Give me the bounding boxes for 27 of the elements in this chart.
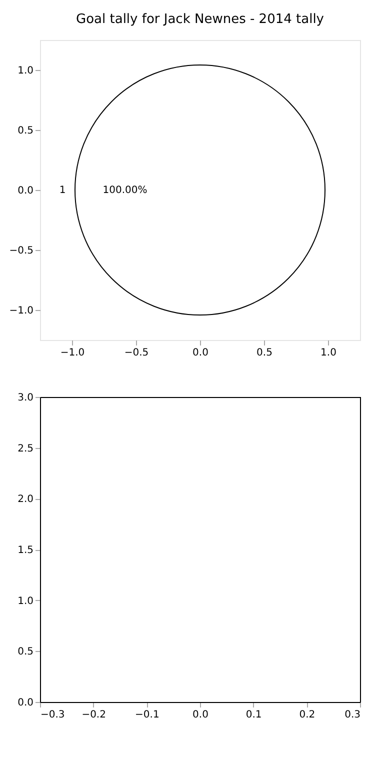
slice-label: 1: [59, 185, 66, 196]
x-tick-label: −0.2: [82, 710, 106, 720]
y-tick-label: 1.5: [18, 545, 34, 556]
x-tick-label: 0.5: [256, 348, 272, 358]
data-label: 100.00%: [102, 185, 148, 196]
x-tick-label: 1.0: [320, 348, 336, 358]
x-tick-label: −0.5: [124, 348, 149, 358]
y-tick-label: 3.0: [18, 392, 34, 404]
x-tick-label: 0.3: [344, 710, 360, 720]
x-tick-label: −1.0: [60, 348, 85, 358]
x-tick-label: −0.1: [135, 710, 160, 720]
y-tick-label: 2.0: [18, 494, 34, 506]
x-tick-label: −0.3: [40, 710, 65, 720]
y-tick-label: 0.5: [18, 646, 34, 658]
y-tick-label: 0.5: [18, 126, 34, 136]
chart-title: Goal tally for Jack Newnes - 2014 tally: [76, 12, 324, 27]
x-tick-label: 0.2: [299, 710, 316, 720]
y-tick-label: 0.0: [18, 186, 34, 196]
y-tick-label: 1.0: [18, 66, 34, 76]
x-tick-label: 0.0: [192, 710, 208, 720]
y-tick-label: −1.0: [9, 306, 34, 316]
x-tick-label: 0.1: [246, 710, 262, 720]
y-tick-label: 1.0: [18, 596, 34, 607]
y-tick-label: −0.5: [9, 246, 34, 256]
y-tick-label: 2.5: [18, 443, 34, 454]
y-tick-label: 0.0: [18, 698, 34, 708]
x-tick-label: 0.0: [192, 348, 208, 358]
